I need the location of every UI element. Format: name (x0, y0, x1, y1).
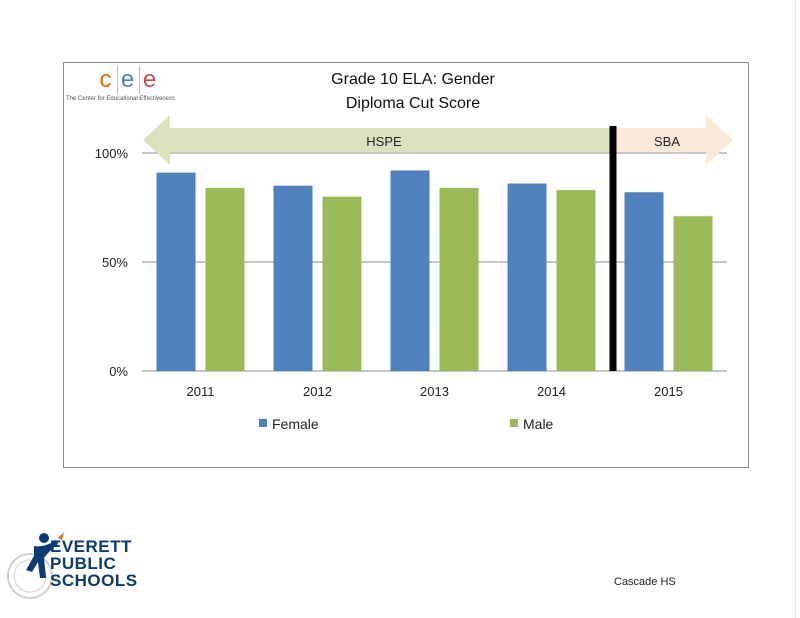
cee-letter-e2: e (142, 66, 159, 93)
cee-tagline: The Center for Educational Effectiveness (66, 96, 175, 102)
everett-public-schools-logo: EVERETT PUBLIC SCHOOLS (4, 528, 174, 600)
sba-label: SBA (654, 134, 680, 149)
legend-swatch-female (259, 419, 267, 427)
bar-male-2015 (673, 216, 713, 371)
bar-male-2011 (205, 187, 245, 371)
sba-arrow (615, 115, 733, 165)
bar-male-2013 (439, 187, 479, 371)
school-name: Cascade HS (614, 576, 676, 588)
bar-female-2011 (156, 172, 196, 371)
legend-label-female: Female (272, 416, 319, 432)
bar-female-2013 (390, 170, 430, 371)
slide-edge-line (795, 0, 796, 618)
bar-female-2015 (624, 192, 664, 371)
eps-line-3: SCHOOLS (50, 571, 138, 590)
cee-letter-c: c (96, 66, 118, 94)
eps-line-1: EVERETT (50, 537, 132, 556)
bar-male-2014 (556, 190, 596, 371)
cee-letter-e: e (118, 66, 140, 94)
bar-female-2012 (273, 185, 313, 371)
eps-emblem-icon (7, 532, 64, 599)
chart-title-line1: Grade 10 ELA: Gender (331, 71, 495, 88)
x-tick-label: 2012 (303, 384, 332, 399)
y-tick-label: 100% (95, 146, 129, 161)
x-tick-label: 2013 (420, 384, 449, 399)
y-tick-label: 0% (109, 364, 128, 379)
x-tick-label: 2011 (187, 384, 215, 399)
chart-subtitle: Diploma Cut Score (345, 95, 481, 112)
bar-female-2014 (507, 183, 547, 371)
y-tick-label: 50% (102, 255, 128, 270)
bar-male-2012 (322, 196, 362, 371)
chart-title: Grade 10 ELA: Gender Diploma Cut Score (288, 68, 538, 116)
eps-line-2: PUBLIC (50, 554, 117, 573)
legend-swatch-male (510, 419, 518, 427)
legend-label-male: Male (523, 416, 554, 432)
x-tick-label: 2014 (537, 384, 566, 399)
x-tick-label: 2015 (654, 384, 683, 399)
hspe-label: HSPE (366, 134, 402, 149)
hspe-arrow (143, 115, 611, 165)
eps-wordmark: EVERETT PUBLIC SCHOOLS (50, 538, 138, 589)
